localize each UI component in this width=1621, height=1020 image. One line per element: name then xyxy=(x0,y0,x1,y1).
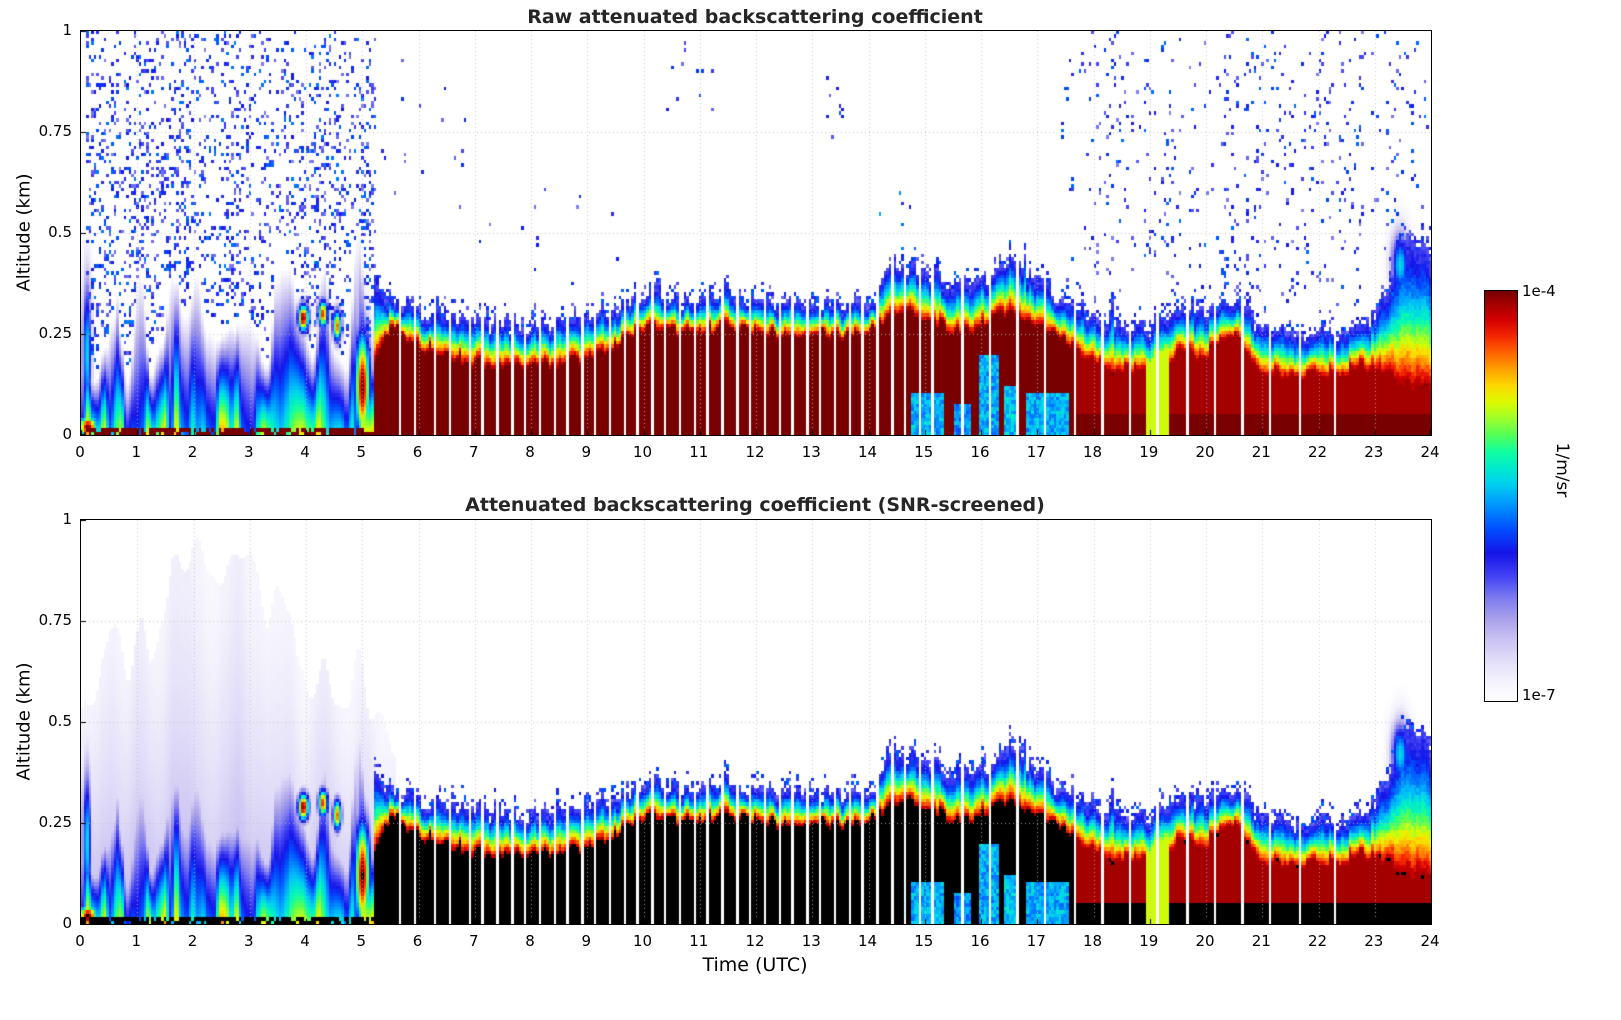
x-tick-label: 21 xyxy=(1251,932,1271,950)
x-tick-label: 10 xyxy=(632,443,653,461)
x-tick-label: 23 xyxy=(1364,443,1384,461)
y-tick-label: 0.75 xyxy=(38,122,72,140)
x-tick-label: 22 xyxy=(1307,443,1328,461)
x-tick-label: 12 xyxy=(745,932,765,950)
x-axis-label: Time (UTC) xyxy=(702,954,808,976)
x-tick-label: 13 xyxy=(801,932,821,950)
x-tick-label: 17 xyxy=(1026,932,1046,950)
x-tick-label: 5 xyxy=(356,443,367,461)
x-tick-label: 19 xyxy=(1139,443,1159,461)
x-tick-label: 15 xyxy=(914,443,934,461)
x-tick-label: 24 xyxy=(1420,932,1440,950)
x-tick-label: 14 xyxy=(857,932,878,950)
x-tick-label: 4 xyxy=(300,443,310,461)
x-tick-label: 20 xyxy=(1195,932,1215,950)
x-tick-label: 9 xyxy=(581,932,592,950)
x-tick-label: 11 xyxy=(689,932,709,950)
x-tick-label: 16 xyxy=(970,443,990,461)
colorbar-min-label: 1e-7 xyxy=(1522,686,1556,704)
x-tick-label: 1 xyxy=(131,932,142,950)
y-tick-label: 0.25 xyxy=(38,324,72,342)
x-tick-label: 9 xyxy=(581,443,592,461)
x-tick-label: 15 xyxy=(914,932,934,950)
colorbar xyxy=(1484,290,1518,702)
x-tick-label: 19 xyxy=(1139,932,1159,950)
x-tick-label: 6 xyxy=(412,932,423,950)
x-tick-label: 7 xyxy=(468,443,479,461)
x-tick-label: 0 xyxy=(75,443,85,461)
y-tick-label: 0 xyxy=(62,425,72,443)
x-tick-label: 12 xyxy=(745,443,765,461)
x-tick-label: 10 xyxy=(632,932,653,950)
x-tick-label: 6 xyxy=(412,443,423,461)
x-tick-label: 2 xyxy=(187,443,198,461)
x-tick-label: 18 xyxy=(1082,443,1103,461)
x-tick-label: 24 xyxy=(1420,443,1440,461)
x-tick-label: 18 xyxy=(1082,932,1103,950)
x-tick-label: 0 xyxy=(75,932,85,950)
colorbar-unit-label: 1/m/sr xyxy=(1552,442,1572,498)
plot1-title: Raw attenuated backscattering coefficien… xyxy=(527,6,983,28)
x-tick-label: 23 xyxy=(1364,932,1384,950)
y-tick-label: 1 xyxy=(62,510,72,528)
x-tick-label: 17 xyxy=(1026,443,1046,461)
x-tick-label: 21 xyxy=(1251,443,1271,461)
plot2-title: Attenuated backscattering coefficient (S… xyxy=(465,494,1045,516)
y-tick-label: 0.5 xyxy=(48,223,72,241)
plot1-heatmap xyxy=(80,30,1432,436)
x-tick-label: 14 xyxy=(857,443,878,461)
y-tick-label: 0.25 xyxy=(38,813,72,831)
y-tick-label: 0 xyxy=(62,914,72,932)
x-tick-label: 8 xyxy=(525,443,535,461)
x-tick-label: 11 xyxy=(689,443,709,461)
x-tick-label: 3 xyxy=(243,932,254,950)
x-tick-label: 20 xyxy=(1195,443,1215,461)
x-tick-label: 5 xyxy=(356,932,367,950)
x-tick-label: 22 xyxy=(1307,932,1328,950)
x-tick-label: 13 xyxy=(801,443,821,461)
y-tick-label: 1 xyxy=(62,21,72,39)
y-tick-label: 0.75 xyxy=(38,611,72,629)
colorbar-max-label: 1e-4 xyxy=(1522,282,1556,300)
y-tick-label: 0.5 xyxy=(48,712,72,730)
x-tick-label: 7 xyxy=(468,932,479,950)
x-tick-label: 8 xyxy=(525,932,535,950)
x-tick-label: 4 xyxy=(300,932,310,950)
x-tick-label: 2 xyxy=(187,932,198,950)
plot2-heatmap xyxy=(80,519,1432,925)
x-tick-label: 1 xyxy=(131,443,142,461)
x-tick-label: 3 xyxy=(243,443,254,461)
x-tick-label: 16 xyxy=(970,932,990,950)
